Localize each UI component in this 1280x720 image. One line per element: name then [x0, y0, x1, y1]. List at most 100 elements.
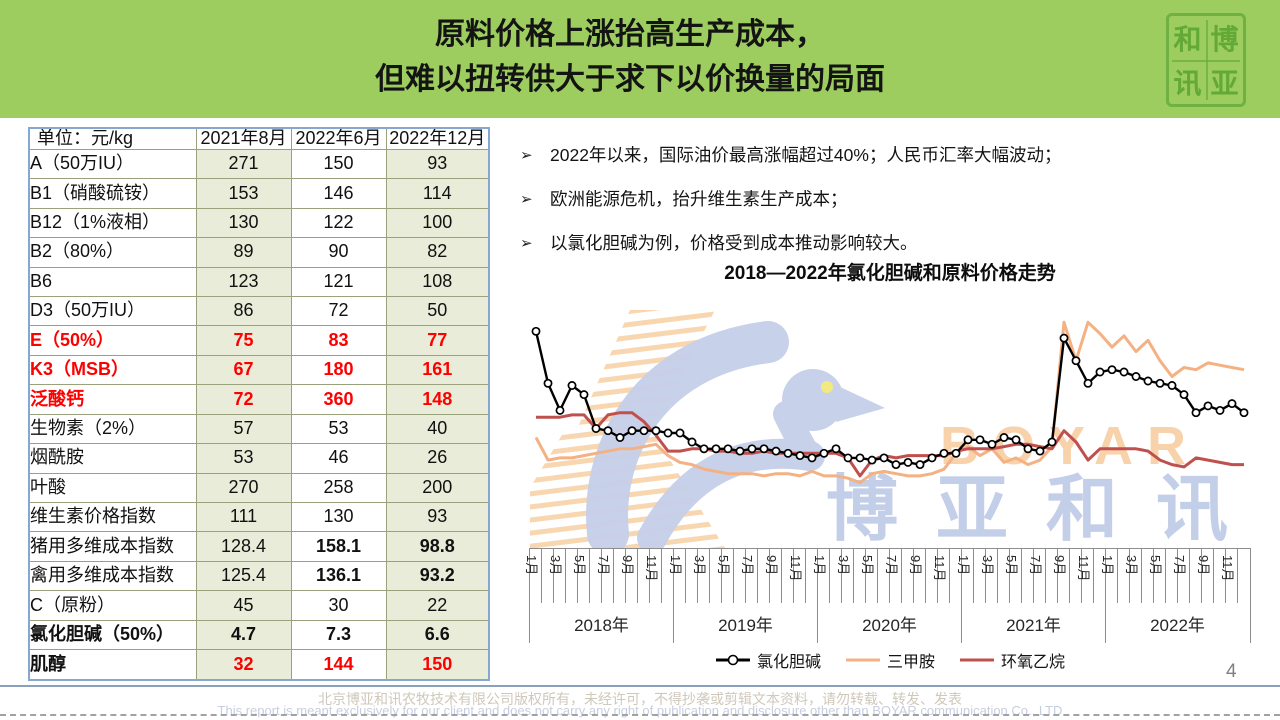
price-value: 72: [195, 384, 292, 415]
month-tick-cell: 11月: [644, 549, 661, 603]
data-point-marker: [543, 378, 553, 388]
row-label: B2（80%）: [28, 237, 197, 268]
month-tick-cell: 3月: [692, 549, 709, 603]
data-point-marker: [927, 453, 937, 463]
price-value: 77: [385, 325, 490, 356]
data-point-marker: [855, 453, 865, 463]
row-label: 猪用多维成本指数: [28, 531, 197, 562]
vitamin-price-table: 单位：元/kg 2021年8月 2022年6月 2022年12月 A（50万IU） 27…: [28, 127, 490, 681]
data-point-marker: [831, 444, 841, 454]
table-row: D3（50万IU） 86 72 50: [28, 295, 490, 327]
month-tick-label: 1月: [812, 555, 827, 576]
seal-char: 和: [1173, 24, 1202, 55]
legend-item: 三甲胺: [845, 648, 935, 672]
table-row: 烟酰胺 53 46 26: [28, 443, 490, 474]
price-value: 111: [195, 502, 292, 533]
legend-swatch: [960, 658, 994, 662]
data-point-marker: [819, 448, 829, 458]
data-point-marker: [1179, 390, 1189, 400]
month-tick-cell: 5月: [572, 549, 589, 603]
row-label: 维生素价格指数: [28, 502, 197, 533]
month-tick-cell: [1021, 549, 1033, 603]
data-point-marker: [795, 451, 805, 461]
price-value: 123: [195, 266, 292, 297]
price-value: 108: [385, 266, 490, 297]
x-axis-years: 2018年 2019年 2020年 2021年 2022年: [529, 603, 1251, 643]
price-value: 258: [290, 472, 387, 504]
month-tick-label: 5月: [860, 555, 875, 576]
month-tick-cell: [1165, 549, 1177, 603]
month-tick-label: 9月: [908, 555, 923, 576]
data-point-marker: [699, 444, 709, 454]
month-tick-label: 7月: [1028, 555, 1043, 576]
month-tick-cell: [1213, 549, 1225, 603]
month-tick-cell: 7月: [1172, 549, 1189, 603]
month-tick-cell: [1141, 549, 1153, 603]
bullet-arrow-icon: ➢: [520, 191, 533, 208]
bird-beak: [836, 386, 885, 422]
month-tick-label: 3月: [692, 555, 707, 576]
series-line-三甲胺: [534, 320, 1245, 485]
footer-divider-line: [0, 685, 1280, 687]
page-title: 原料价格上涨抬高生产成本， 但难以扭转供大于求下以价换量的局面: [0, 12, 1270, 102]
data-point-marker: [963, 435, 973, 445]
price-value: 6.6: [385, 619, 490, 651]
legend-swatch: [715, 654, 750, 666]
row-label: 烟酰胺: [28, 443, 197, 474]
month-tick-cell: 9月: [764, 549, 781, 603]
price-value: 98.8: [385, 531, 490, 562]
data-point-marker: [651, 426, 661, 436]
month-tick-label: 5月: [572, 555, 587, 576]
table-row: C（原粉） 45 30 22: [28, 590, 490, 621]
price-value: 53: [195, 443, 292, 474]
month-tick-cell: 1月: [668, 549, 685, 603]
data-point-marker: [591, 424, 601, 433]
data-point-marker: [987, 439, 997, 449]
data-point-marker: [1059, 333, 1069, 343]
column-header: 单位：元/kg: [28, 127, 197, 150]
data-point-marker: [1191, 408, 1201, 418]
month-tick-label: 9月: [620, 555, 635, 576]
price-value: 128.4: [195, 531, 292, 562]
month-tick-cell: [925, 549, 937, 603]
row-label: 生物素（2%）: [28, 413, 197, 445]
month-tick-label: 5月: [716, 555, 731, 576]
watermark-boyar-text: BOYAR: [940, 416, 1200, 476]
price-value: 83: [290, 325, 387, 356]
data-point-marker: [1047, 437, 1057, 447]
data-point-marker: [1035, 446, 1045, 456]
price-value: 150: [290, 148, 387, 180]
month-tick-cell: [877, 549, 889, 603]
footer-dashed-line: [0, 714, 1280, 716]
price-value: 82: [385, 237, 490, 268]
month-tick-label: 1月: [524, 555, 539, 576]
year-label: 2019年: [673, 603, 817, 643]
table-row: 禽用多维成本指数 125.4 136.1 93.2: [28, 560, 490, 592]
price-value: 271: [195, 148, 292, 180]
data-point-marker: [687, 437, 697, 447]
data-point-marker: [1239, 408, 1249, 418]
month-tick-cell: [613, 549, 625, 603]
month-tick-cell: 9月: [1196, 549, 1213, 603]
table-row: 泛酸钙 72 360 148: [28, 384, 490, 415]
seal-char: 讯: [1173, 68, 1202, 99]
title-banner: 原料价格上涨抬高生产成本， 但难以扭转供大于求下以价换量的局面 和 博 讯 亚: [0, 0, 1280, 118]
row-label: 叶酸: [28, 472, 197, 504]
bullet-item: ➢ 欧洲能源危机，抬升维生素生产成本；: [512, 186, 1272, 212]
price-value: 114: [385, 178, 490, 209]
month-tick-cell: [1189, 549, 1201, 603]
data-point-marker: [1203, 401, 1213, 411]
chart-title: 2018—2022年氯化胆碱和原料价格走势: [724, 263, 1056, 284]
data-point-marker: [747, 444, 757, 454]
data-point-marker: [723, 444, 733, 454]
month-tick-cell: 3月: [1124, 549, 1141, 603]
data-point-marker: [711, 444, 721, 454]
price-value: 270: [195, 472, 292, 504]
price-value: 7.3: [290, 619, 387, 651]
month-tick-cell: [589, 549, 601, 603]
data-point-marker: [771, 446, 781, 456]
row-label: 氯化胆碱（50%）: [28, 619, 197, 651]
price-value: 122: [290, 207, 387, 239]
month-tick-cell: [1069, 549, 1081, 603]
